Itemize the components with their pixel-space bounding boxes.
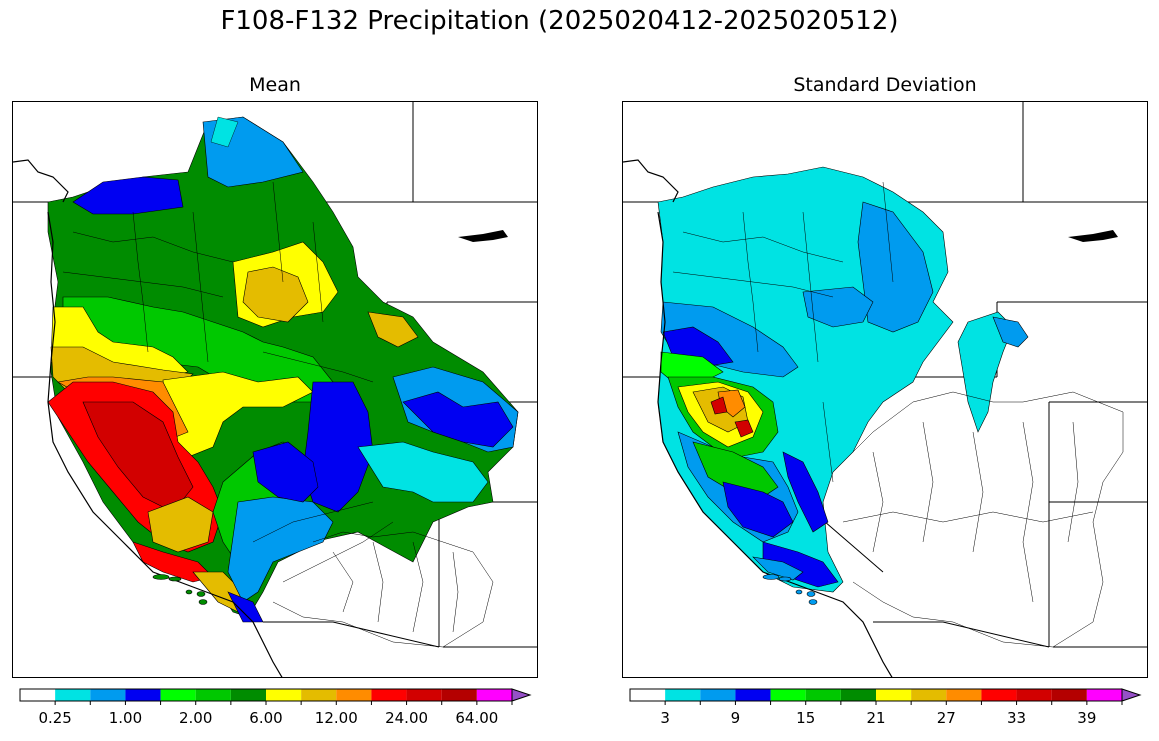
- stddev-map: [622, 101, 1148, 678]
- stddev-colorbar-swatch: [946, 689, 982, 701]
- stddev-colorbar-tick-label: 33: [1007, 709, 1027, 727]
- stddev-colorbar-extension: [1121, 688, 1142, 702]
- mean-colorbar-swatch: [476, 689, 512, 701]
- mean-colorbar-tick-label: 6.00: [249, 709, 283, 727]
- stddev-colorbar-swatch: [700, 689, 736, 701]
- stddev-colorbar-swatch: [840, 689, 876, 701]
- mean-colorbar-swatch: [266, 689, 302, 701]
- mean-colorbar-swatch: [125, 689, 161, 701]
- mean-colorbar-swatches: [19, 688, 532, 705]
- stddev-colorbar-tick-label: 27: [936, 709, 956, 727]
- stddev-colorbar-swatch: [1016, 689, 1052, 701]
- mean-colorbar-tick-label: 24.00: [385, 709, 429, 727]
- stddev-colorbar-swatch: [665, 689, 701, 701]
- mean-colorbar-tick-label: 64.00: [455, 709, 499, 727]
- mean-map: [12, 101, 538, 678]
- stddev-colorbar-swatch: [1051, 689, 1087, 701]
- stddev-colorbar-tick-label: 9: [730, 709, 741, 727]
- mean-colorbar-tick-label: 1.00: [108, 709, 143, 727]
- figure-title: F108-F132 Precipitation (2025020412-2025…: [220, 6, 899, 36]
- mean-colorbar-swatch: [90, 689, 126, 701]
- mean-colorbar-swatch: [20, 689, 56, 701]
- mean-panel-title: Mean: [249, 74, 301, 96]
- stddev-colorbar: 3 9 15 21 27 33 39: [629, 688, 1142, 729]
- stddev-colorbar-swatch: [1086, 689, 1122, 701]
- mean-colorbar: 0.25 1.00 2.00 6.00 12.00 24.00 64.00: [19, 688, 532, 729]
- mean-colorbar-swatch: [230, 689, 266, 701]
- stddev-colorbar-swatch: [981, 689, 1017, 701]
- mean-colorbar-swatch: [301, 689, 337, 701]
- mean-colorbar-swatch: [441, 689, 477, 701]
- mean-colorbar-extension: [511, 688, 532, 702]
- stddev-colorbar-swatch: [911, 689, 947, 701]
- stddev-colorbar-tick-label: 39: [1077, 709, 1097, 727]
- stddev-colorbar-swatch: [805, 689, 841, 701]
- stddev-colorbar-swatch: [630, 689, 666, 701]
- mean-colorbar-tick-label: 2.00: [179, 709, 213, 727]
- mean-colorbar-swatch: [371, 689, 407, 701]
- mean-colorbar-tick-label: 0.25: [38, 709, 72, 727]
- stddev-panel-title: Standard Deviation: [793, 74, 977, 96]
- mean-colorbar-swatch: [195, 689, 231, 701]
- stddev-colorbar-swatch: [770, 689, 806, 701]
- stddev-colorbar-tick-label: 21: [866, 709, 886, 727]
- mean-colorbar-swatch: [336, 689, 372, 701]
- mean-colorbar-swatch: [406, 689, 442, 701]
- mean-colorbar-tick-label: 12.00: [314, 709, 358, 727]
- stddev-colorbar-swatch: [876, 689, 912, 701]
- stddev-colorbar-tick-label: 3: [660, 709, 670, 727]
- stddev-colorbar-swatch: [735, 689, 771, 701]
- mean-colorbar-swatch: [160, 689, 196, 701]
- stddev-colorbar-tick-label: 15: [796, 709, 816, 727]
- mean-colorbar-swatch: [55, 689, 91, 701]
- stddev-colorbar-swatches: [629, 688, 1142, 705]
